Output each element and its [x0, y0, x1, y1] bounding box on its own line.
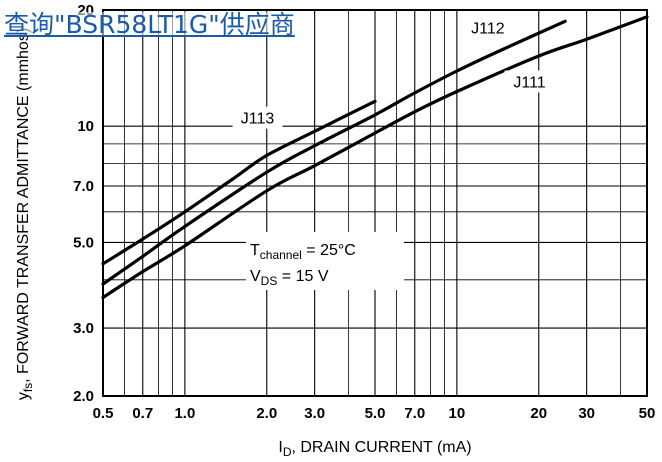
x-tick-label: 0.7	[132, 405, 153, 422]
x-tick-label: 3.0	[304, 405, 325, 422]
series-line-j113	[101, 99, 377, 266]
x-tick-label: 10	[449, 405, 466, 422]
curve-labels: J113 J112 J111	[232, 16, 555, 129]
plot-frame	[102, 9, 648, 397]
x-tick-labels: 0.5 0.7 1.0 2.0 3.0 5.0 7.0 10 20 30 50	[93, 405, 656, 422]
y-tick-label: 5.0	[73, 234, 94, 251]
x-tick-label: 1.0	[174, 405, 195, 422]
x-tick-label: 2.0	[256, 405, 277, 422]
y-tick-label: 10	[77, 118, 94, 135]
x-tick-label: 0.5	[93, 405, 114, 422]
curves	[101, 15, 649, 300]
condition-vds: VDS = 15 V	[250, 268, 329, 288]
label-bg-j112	[462, 16, 513, 39]
x-tick-label: 7.0	[404, 405, 425, 422]
series-label-j111: J111	[513, 75, 545, 92]
x-tick-label: 50	[639, 405, 656, 422]
y-tick-label: 7.0	[73, 178, 94, 195]
y-tick-label: 2.0	[73, 388, 94, 405]
x-tick-label: 5.0	[365, 405, 386, 422]
x-axis-label: ID, DRAIN CURRENT (mA)	[278, 439, 471, 459]
label-bg-j113	[232, 106, 283, 129]
series-line-j111	[101, 15, 649, 300]
y-tick-label: 3.0	[73, 320, 94, 337]
y-axis-label: yfs, FORWARD TRANSFER ADMITTANCE (mmhos)	[15, 28, 35, 400]
grid	[102, 9, 648, 397]
series-label-j112: J112	[471, 21, 505, 38]
condition-temperature: Tchannel = 25°C	[250, 242, 356, 262]
series-line-j112	[101, 19, 567, 286]
label-bg-j111	[504, 70, 555, 93]
conditions-box: Tchannel = 25°C VDS = 15 V	[246, 232, 404, 290]
x-tick-label: 30	[578, 405, 595, 422]
supplier-link[interactable]: 查询"BSR58LT1G"供应商	[4, 10, 295, 39]
x-tick-label: 20	[530, 405, 547, 422]
series-label-j113: J113	[241, 111, 275, 128]
